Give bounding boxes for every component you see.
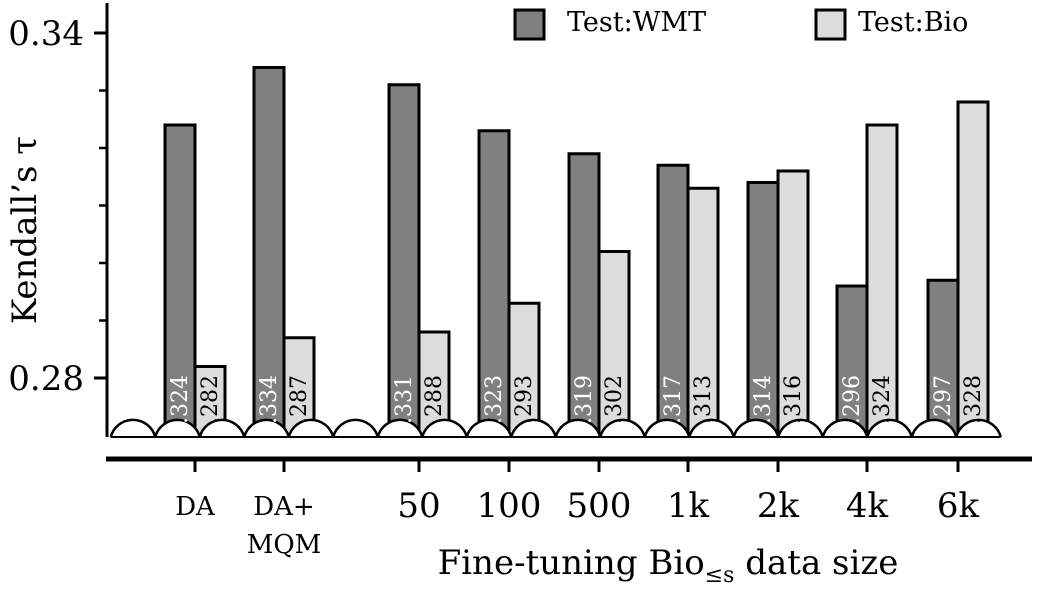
bar-label-wmt-2: .331 (392, 375, 417, 424)
y-tick-label-1: 0.34 (8, 14, 84, 54)
bar-labels-layer: .324.282.334.287.331.288.323.293.319.302… (168, 375, 986, 424)
bar-label-wmt-0: .324 (168, 375, 193, 424)
y-ticks: 0.28 0.34 (8, 14, 107, 399)
x-tick-label-3: 100 (477, 486, 542, 526)
bar-label-wmt-6: .314 (751, 375, 776, 424)
axes-layer (105, 3, 1032, 462)
bar-bio-3 (507, 301, 541, 442)
bar-bio-4 (597, 250, 631, 442)
bar-label-bio-6: .316 (781, 375, 806, 424)
bar-label-wmt-1: .334 (257, 375, 282, 424)
x-axis-label-subscript: ≤s (705, 563, 735, 588)
x-tick-label-0: DA (175, 492, 216, 522)
x-tick-label-2: 50 (397, 486, 440, 526)
bar-label-wmt-3: .323 (482, 375, 507, 424)
bar-label-bio-7: .324 (870, 375, 895, 424)
y-axis-label: Kendall’s τ (5, 136, 45, 324)
x-tick-label-6: 2k (757, 486, 800, 526)
x-tick-label-1-1: MQM (247, 530, 322, 560)
y-tick-label-0: 0.28 (8, 359, 84, 399)
bar-label-bio-8: .328 (961, 375, 986, 424)
bar-bio-7 (865, 123, 899, 442)
bar-label-bio-0: .282 (198, 375, 223, 424)
bar-label-bio-1: .287 (287, 375, 312, 424)
axis-break-wave (109, 418, 1002, 438)
x-tick-label-8: 6k (937, 486, 980, 526)
bar-label-bio-4: .302 (602, 375, 627, 424)
bar-label-wmt-7: .296 (840, 375, 865, 424)
x-tick-label-7: 4k (846, 486, 889, 526)
x-tick-label-4: 500 (567, 486, 632, 526)
x-ticks: DA DA+ MQM 50 100 500 1k 2k 4k 6k (175, 461, 980, 560)
axis-break (108, 418, 1028, 453)
x-axis-label-suffix: data size (734, 543, 898, 583)
axis-break-mask (108, 437, 1028, 453)
x-tick-label-1-0: DA+ (253, 492, 314, 522)
bar-label-bio-5: .313 (691, 375, 716, 424)
legend-swatch-bio (814, 8, 847, 41)
bar-label-bio-2: .288 (422, 375, 447, 424)
bar-label-bio-3: .293 (512, 375, 537, 424)
bar-label-wmt-8: .297 (931, 375, 956, 424)
x-tick-label-5: 1k (667, 486, 710, 526)
bar-label-wmt-4: .319 (572, 375, 597, 424)
x-axis-label-prefix: Fine-tuning Bio (438, 543, 705, 583)
bar-wmt-8 (926, 278, 960, 442)
legend-label-wmt: Test:WMT (567, 7, 706, 38)
x-axis-label: Fine-tuning Bio≤s data size (438, 543, 899, 588)
legend: Test:WMT Test:Bio (513, 7, 968, 41)
bar-label-wmt-5: .317 (661, 375, 686, 424)
legend-swatch-wmt (513, 8, 546, 41)
legend-label-bio: Test:Bio (858, 7, 968, 38)
